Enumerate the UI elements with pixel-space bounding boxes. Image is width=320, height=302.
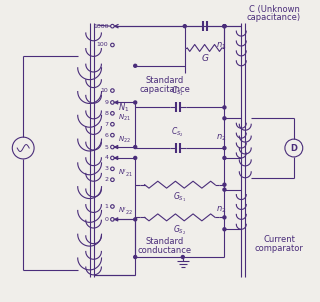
Text: Standard: Standard — [146, 237, 184, 246]
Circle shape — [134, 101, 137, 104]
Circle shape — [223, 183, 226, 186]
Circle shape — [223, 106, 226, 109]
Text: 10: 10 — [101, 88, 108, 93]
Text: capacitance): capacitance) — [247, 13, 301, 22]
Text: $G_{S_2}$: $G_{S_2}$ — [173, 223, 187, 237]
Text: $N_1$: $N_1$ — [118, 101, 130, 114]
Text: G: G — [201, 54, 208, 63]
Text: $N_{22}$: $N_{22}$ — [118, 135, 131, 145]
Text: capacitance: capacitance — [140, 85, 190, 94]
Text: 4: 4 — [104, 156, 108, 160]
Circle shape — [223, 117, 226, 120]
Circle shape — [223, 156, 226, 159]
Circle shape — [223, 146, 226, 149]
Text: $G_{S_1}$: $G_{S_1}$ — [173, 191, 187, 204]
Circle shape — [223, 216, 226, 219]
Text: Current: Current — [263, 235, 295, 244]
Text: 1000: 1000 — [93, 24, 108, 29]
Text: $n_2$: $n_2$ — [216, 133, 227, 143]
Text: $N'_{22}$: $N'_{22}$ — [118, 206, 133, 217]
Text: $n_2$: $n_2$ — [216, 204, 227, 215]
Circle shape — [223, 25, 226, 28]
Text: 0: 0 — [105, 217, 108, 222]
Text: 1: 1 — [105, 204, 108, 209]
Circle shape — [183, 25, 186, 28]
Text: $C_{S_1}$: $C_{S_1}$ — [172, 85, 184, 98]
Circle shape — [223, 25, 226, 28]
Text: $C_{S_2}$: $C_{S_2}$ — [172, 126, 184, 139]
Text: C (Unknown: C (Unknown — [249, 5, 300, 14]
Circle shape — [134, 156, 137, 159]
Circle shape — [223, 228, 226, 231]
Circle shape — [134, 255, 137, 259]
Text: conductance: conductance — [138, 246, 192, 255]
Text: $n_1$: $n_1$ — [216, 41, 227, 51]
Text: comparator: comparator — [254, 244, 303, 252]
Circle shape — [223, 188, 226, 191]
Circle shape — [134, 218, 137, 221]
Text: 3: 3 — [104, 166, 108, 171]
Text: Standard: Standard — [146, 76, 184, 85]
Circle shape — [134, 146, 137, 149]
Text: $N_{21}$: $N_{21}$ — [118, 113, 131, 124]
Text: D: D — [290, 143, 297, 153]
Circle shape — [181, 255, 184, 259]
Text: 7: 7 — [104, 122, 108, 127]
Circle shape — [223, 25, 226, 28]
Text: 5: 5 — [105, 145, 108, 149]
Circle shape — [134, 64, 137, 67]
Text: 6: 6 — [105, 133, 108, 138]
Text: $N'_{21}$: $N'_{21}$ — [118, 168, 133, 179]
Text: 8: 8 — [105, 111, 108, 116]
Text: 2: 2 — [104, 177, 108, 182]
Text: 100: 100 — [97, 43, 108, 47]
Text: 9: 9 — [104, 100, 108, 105]
